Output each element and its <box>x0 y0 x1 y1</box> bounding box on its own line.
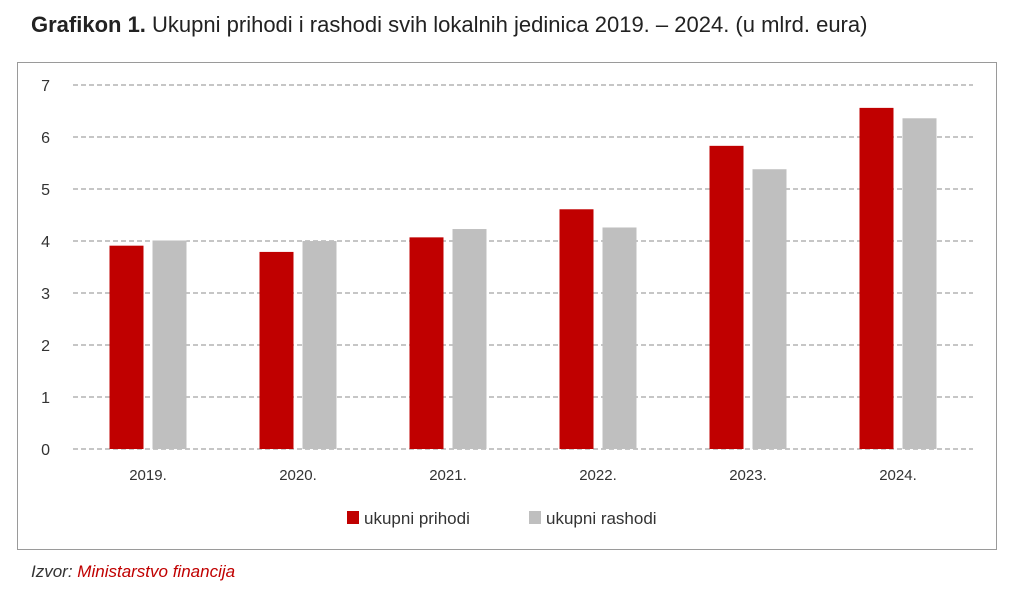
bar-ukupni-prihodi-2019 <box>109 245 144 449</box>
y-tick-label: 0 <box>41 442 50 459</box>
x-tick-label: 2020. <box>279 467 317 484</box>
legend-swatch <box>347 511 359 524</box>
bar-ukupni-rashodi-2019 <box>152 240 187 449</box>
y-tick-label: 5 <box>41 182 50 199</box>
y-tick-label: 6 <box>41 130 50 147</box>
legend-swatch <box>529 511 541 524</box>
y-tick-label: 7 <box>41 78 50 95</box>
bar-ukupni-prihodi-2022 <box>559 209 594 449</box>
source-text: Ministarstvo financija <box>77 562 236 581</box>
y-tick-label: 2 <box>41 338 50 355</box>
bar-ukupni-rashodi-2020 <box>302 241 337 449</box>
legend-label: ukupni prihodi <box>364 509 470 528</box>
bar-ukupni-prihodi-2021 <box>409 237 444 449</box>
chart-title-label: Grafikon 1. <box>31 12 146 37</box>
y-tick-label: 3 <box>41 286 50 303</box>
x-tick-label: 2022. <box>579 467 617 484</box>
y-tick-label: 4 <box>41 234 50 251</box>
bar-ukupni-rashodi-2023 <box>752 169 787 450</box>
bar-ukupni-rashodi-2022 <box>602 227 637 449</box>
x-tick-label: 2023. <box>729 467 767 484</box>
bar-ukupni-prihodi-2023 <box>709 145 744 449</box>
x-tick-label: 2021. <box>429 467 467 484</box>
source-note: Izvor: Ministarstvo financija <box>31 562 235 582</box>
source-label: Izvor: <box>31 562 73 581</box>
legend-label: ukupni rashodi <box>546 509 657 528</box>
chart-title-text: Ukupni prihodi i rashodi svih lokalnih j… <box>152 12 868 37</box>
chart-title: Grafikon 1. Ukupni prihodi i rashodi svi… <box>31 12 867 38</box>
chart-frame <box>17 62 997 550</box>
x-tick-label: 2019. <box>129 467 167 484</box>
bar-ukupni-rashodi-2024 <box>902 118 937 449</box>
x-tick-label: 2024. <box>879 467 917 484</box>
y-tick-label: 1 <box>41 390 50 407</box>
bar-ukupni-rashodi-2021 <box>452 229 487 449</box>
bar-ukupni-prihodi-2024 <box>859 107 894 449</box>
bar-ukupni-prihodi-2020 <box>259 251 294 449</box>
